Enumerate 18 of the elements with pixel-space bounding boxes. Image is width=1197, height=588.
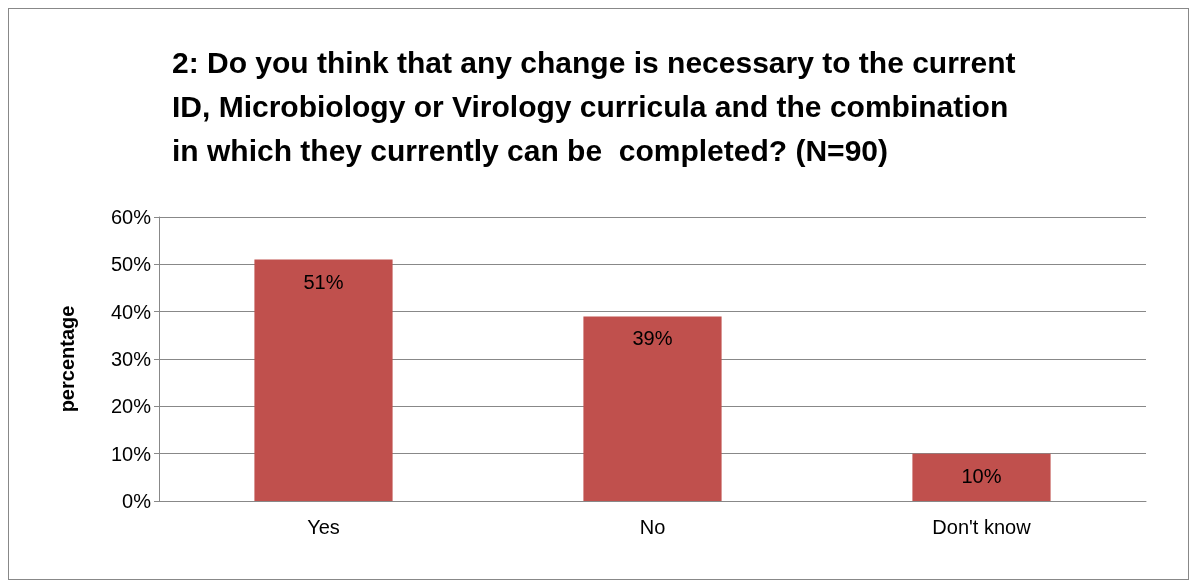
x-tick-label: No — [639, 516, 666, 538]
x-tick-label: Don't know — [932, 516, 1032, 538]
y-axis-title: percentage — [56, 305, 78, 413]
data-label: 51% — [303, 270, 344, 293]
y-tick-label: 10% — [110, 442, 152, 465]
bar — [912, 453, 1051, 501]
y-tick-label: 30% — [110, 348, 152, 370]
data-label: 39% — [632, 327, 673, 350]
y-tick-label: 40% — [110, 300, 152, 323]
chart-title: 2: Do you think that any change is necessary to the current ID, Microbiology or Virology curricula and the combination in which they currently can be completed? (N=90) — [172, 45, 1016, 167]
y-tick-label: 60% — [110, 206, 152, 228]
bar — [254, 259, 393, 501]
bar — [583, 316, 722, 501]
y-tick-label: 0% — [122, 490, 152, 512]
x-tick-label: Yes — [307, 516, 340, 538]
data-label: 10% — [961, 464, 1002, 487]
y-tick-label: 50% — [110, 253, 152, 276]
y-tick-label: 20% — [110, 395, 152, 418]
